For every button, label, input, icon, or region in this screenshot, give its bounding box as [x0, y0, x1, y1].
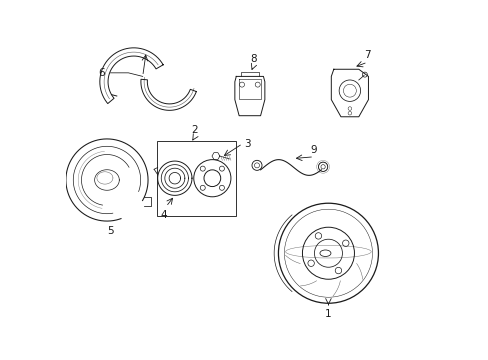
Bar — [157, 141, 235, 216]
Text: 3: 3 — [244, 139, 251, 149]
Text: 2: 2 — [191, 125, 198, 135]
Text: 4: 4 — [161, 210, 167, 220]
Text: 9: 9 — [310, 145, 317, 155]
Text: 5: 5 — [107, 226, 114, 237]
Text: 6: 6 — [99, 68, 105, 78]
Text: 1: 1 — [325, 309, 331, 319]
Text: 7: 7 — [364, 50, 370, 60]
Text: 8: 8 — [249, 54, 256, 64]
